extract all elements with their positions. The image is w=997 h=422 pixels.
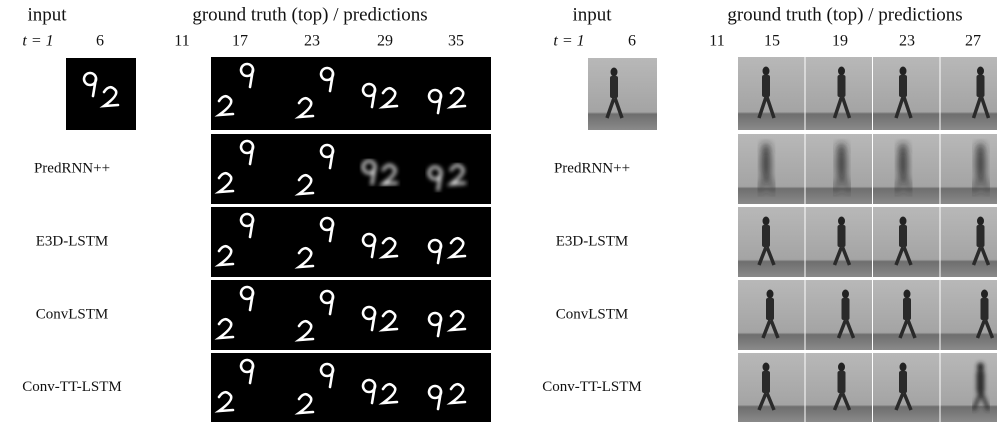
frame <box>941 353 997 422</box>
frame <box>738 57 805 130</box>
frame <box>941 207 997 277</box>
timestep-label: 19 <box>832 33 848 50</box>
timestep-label: 27 <box>965 33 981 50</box>
walker-torso <box>899 75 907 97</box>
walker-torso <box>838 371 846 393</box>
walker-head <box>767 290 774 299</box>
model-label: PredRNN++ <box>34 160 110 176</box>
timestep-label: t = 1 <box>22 33 53 50</box>
timestep-label: 23 <box>304 33 320 50</box>
frame <box>738 353 805 422</box>
walker-torso <box>899 225 907 247</box>
frame <box>941 57 997 130</box>
timestep-label: 15 <box>764 33 780 50</box>
frame <box>941 280 997 350</box>
timestep-label: 29 <box>377 33 393 50</box>
model-label: ConvLSTM <box>556 306 629 322</box>
frame <box>941 134 997 204</box>
walker-torso <box>762 75 770 97</box>
walker-torso <box>977 75 985 97</box>
walker-head <box>838 363 845 372</box>
panel-images <box>66 57 491 422</box>
input-header: input <box>27 4 67 25</box>
walker-torso <box>838 225 846 247</box>
walker-head <box>900 217 907 226</box>
walker-torso <box>977 371 985 393</box>
timestep-label: 23 <box>899 33 915 50</box>
panel-images <box>588 57 997 422</box>
walker-torso <box>766 298 774 320</box>
model-label: Conv-TT-LSTM <box>22 379 121 395</box>
walker-torso <box>899 371 907 393</box>
walker-torso <box>977 225 985 247</box>
walker-head <box>838 144 845 153</box>
model-label: Conv-TT-LSTM <box>542 379 641 395</box>
timestep-label: 11 <box>174 33 189 50</box>
walker-torso <box>981 298 989 320</box>
walker-head <box>838 217 845 226</box>
walker-torso <box>838 152 846 174</box>
walker-torso <box>977 152 985 174</box>
model-label: ConvLSTM <box>36 306 109 322</box>
output-header: ground truth (top) / predictions <box>727 4 962 25</box>
walker-head <box>763 363 770 372</box>
timestep-label: 35 <box>448 33 464 50</box>
walker-head <box>763 144 770 153</box>
timestep-label: t = 1 <box>553 33 584 50</box>
walker-head <box>904 290 911 299</box>
input-frame <box>66 58 136 130</box>
timestep-label: 17 <box>232 33 248 50</box>
figure: input ground truth (top) / predictions t =… <box>0 0 997 422</box>
frame <box>738 134 805 204</box>
model-label: E3D-LSTM <box>36 233 109 249</box>
output-header: ground truth (top) / predictions <box>192 4 427 25</box>
model-label: PredRNN++ <box>554 160 630 176</box>
walker-head <box>838 67 845 76</box>
walker-torso <box>842 298 850 320</box>
walker-head <box>763 217 770 226</box>
walker-head <box>977 363 984 372</box>
frame <box>738 207 805 277</box>
walker-torso <box>762 225 770 247</box>
timestep-label: 6 <box>96 33 104 50</box>
frame <box>806 280 873 350</box>
walker-head <box>763 67 770 76</box>
walker-head <box>900 363 907 372</box>
model-label: E3D-LSTM <box>556 233 629 249</box>
walker-torso <box>762 371 770 393</box>
input-header: input <box>572 4 612 25</box>
walker-head <box>977 67 984 76</box>
walker-head <box>981 290 988 299</box>
walker-torso <box>610 76 618 98</box>
timestep-label: 11 <box>709 33 724 50</box>
walker-head <box>977 217 984 226</box>
walker-torso <box>899 152 907 174</box>
frame <box>588 58 657 130</box>
walker-torso <box>903 298 911 320</box>
walker-head <box>900 144 907 153</box>
walker-head <box>900 67 907 76</box>
walker-head <box>977 144 984 153</box>
walker-torso <box>838 75 846 97</box>
timestep-label: 6 <box>628 33 636 50</box>
walker-torso <box>762 152 770 174</box>
walker-head <box>611 68 618 77</box>
walker-head <box>842 290 849 299</box>
